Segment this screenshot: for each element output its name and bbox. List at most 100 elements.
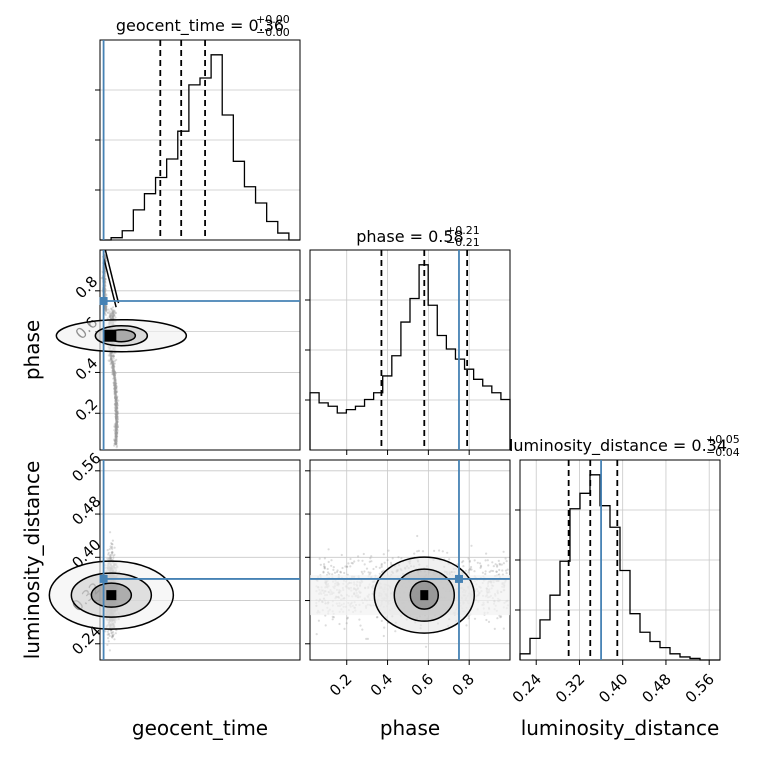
sample-point xyxy=(109,312,112,315)
sample-point xyxy=(115,415,118,418)
sample-point xyxy=(115,407,118,410)
sample-point xyxy=(113,376,116,379)
sample-point xyxy=(115,407,118,410)
sample-point xyxy=(493,627,496,631)
sample-point xyxy=(114,427,117,430)
sample-point xyxy=(113,385,116,388)
sample-point xyxy=(109,358,112,361)
sample-point xyxy=(114,632,117,635)
sample-point xyxy=(330,564,333,567)
sample-point xyxy=(115,435,118,438)
sample-point xyxy=(115,382,118,385)
sample-point xyxy=(114,415,117,419)
sample-point xyxy=(115,438,118,441)
sample-point xyxy=(114,382,117,385)
sample-point xyxy=(112,365,116,368)
sample-point xyxy=(114,398,117,401)
sample-point xyxy=(104,257,107,260)
sample-point xyxy=(110,358,113,361)
sample-point xyxy=(115,409,118,412)
sample-point xyxy=(115,386,118,389)
sample-point xyxy=(115,410,118,413)
sample-point xyxy=(116,429,119,432)
sample-point xyxy=(504,569,508,572)
sample-point xyxy=(100,277,103,280)
sample-point xyxy=(112,355,115,358)
sample-point xyxy=(113,391,116,394)
diag-title-0: geocent_time = 0.36 +0.00 −0.00 xyxy=(116,13,290,39)
sample-point xyxy=(112,372,116,375)
sample-point xyxy=(323,563,326,566)
sample-point xyxy=(115,422,119,425)
sample-point xyxy=(112,369,115,372)
sample-point xyxy=(113,426,116,429)
sample-point xyxy=(111,360,114,363)
sample-point xyxy=(114,316,117,319)
sample-point xyxy=(111,311,114,314)
sample-point xyxy=(498,614,501,617)
sample-point xyxy=(112,364,115,368)
title-lumdist-sup: +0.05 xyxy=(706,433,740,446)
sample-point xyxy=(114,379,117,382)
sample-point xyxy=(114,406,117,410)
sample-point xyxy=(115,419,118,422)
sample-point xyxy=(366,637,369,641)
sample-point xyxy=(117,399,120,402)
sample-point xyxy=(113,371,117,374)
xtick-label: 0.8 xyxy=(448,670,478,700)
sample-point xyxy=(113,310,116,313)
sample-point xyxy=(112,364,115,367)
sample-point xyxy=(115,446,118,449)
sample-point xyxy=(330,559,333,562)
sample-point xyxy=(112,631,115,634)
sample-point xyxy=(113,387,116,390)
sample-point xyxy=(116,430,119,433)
sample-point xyxy=(114,380,117,383)
sample-point xyxy=(111,312,114,315)
sample-point xyxy=(114,405,117,408)
sample-point xyxy=(112,370,115,373)
sample-point xyxy=(113,309,116,312)
sample-point xyxy=(115,410,118,414)
sample-point xyxy=(111,360,114,363)
sample-point xyxy=(110,354,113,357)
sample-point xyxy=(112,315,115,318)
sample-point xyxy=(115,425,118,428)
sample-point xyxy=(105,293,108,296)
sample-point xyxy=(109,314,112,317)
sample-point xyxy=(114,400,117,403)
sample-point xyxy=(109,363,112,366)
sample-point xyxy=(115,399,118,402)
sample-point xyxy=(108,360,111,363)
sample-point xyxy=(115,391,118,394)
sample-point xyxy=(110,359,114,362)
sample-point xyxy=(114,417,117,420)
sample-point xyxy=(114,413,118,416)
sample-point xyxy=(505,560,508,563)
sample-point xyxy=(114,437,117,440)
sample-point xyxy=(105,309,108,312)
sample-point xyxy=(114,390,117,393)
sample-point xyxy=(114,429,117,432)
sample-point xyxy=(116,423,119,426)
sample-point xyxy=(115,436,118,439)
sample-point xyxy=(109,558,112,561)
sample-point xyxy=(115,393,118,396)
sample-point xyxy=(115,435,118,438)
sample-point xyxy=(113,372,116,375)
sample-point xyxy=(113,383,116,386)
sample-point xyxy=(113,373,116,376)
sample-point xyxy=(462,565,465,568)
sample-point xyxy=(115,420,119,423)
sample-point xyxy=(111,369,114,373)
sample-point xyxy=(114,403,117,407)
sample-point xyxy=(345,565,348,568)
xtick-label: 0.32 xyxy=(552,670,588,706)
sample-point xyxy=(111,362,114,365)
sample-point xyxy=(115,396,118,399)
sample-point xyxy=(111,551,114,554)
sample-point xyxy=(115,422,118,425)
sample-point xyxy=(109,557,112,560)
sample-point xyxy=(116,411,119,414)
